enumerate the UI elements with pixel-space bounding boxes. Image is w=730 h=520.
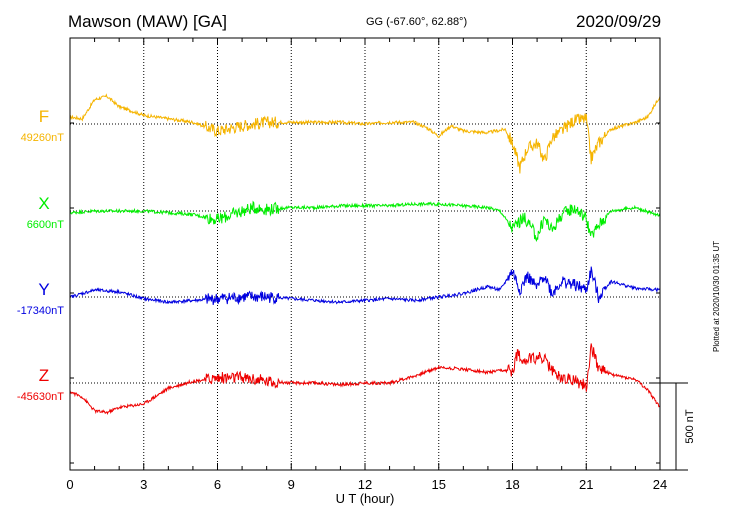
series-baseline-x: 6600nT (27, 219, 65, 231)
geographic-coords: GG (-67.60°, 62.88°) (366, 16, 468, 28)
series-baseline-y: -17340nT (17, 305, 64, 317)
series-labels: F 49260nT X 6600nT Y -17340nT Z -45630nT (17, 107, 64, 403)
series-baseline-z: -45630nT (17, 391, 64, 403)
station-title: Mawson (MAW) [GA] (68, 12, 227, 31)
x-tick-label: 3 (140, 477, 147, 492)
series-baseline-f: 49260nT (21, 132, 65, 144)
series-name-x: X (38, 194, 49, 213)
x-tick-label: 24 (653, 477, 667, 492)
x-tick-label: 12 (358, 477, 372, 492)
plot-date: 2020/09/29 (576, 12, 662, 31)
series-line-f (70, 93, 661, 174)
series-name-y: Y (38, 280, 49, 299)
scale-bar-label: 500 nT (684, 409, 696, 444)
x-tick-label: 18 (505, 477, 519, 492)
series-line-x (69, 200, 661, 242)
series-name-z: Z (39, 366, 49, 385)
x-tick-label: 15 (432, 477, 446, 492)
x-tick-label: 0 (66, 477, 73, 492)
series-line-y (69, 266, 661, 306)
x-tick-label: 21 (579, 477, 593, 492)
x-axis-label: U T (hour) (336, 491, 395, 506)
series-line-z (69, 343, 661, 416)
x-ticks: 0 3 6 9 12 15 18 21 24 (66, 38, 667, 492)
x-tick-label: 9 (288, 477, 295, 492)
plotted-timestamp: Plotted at 2020/10/30 01:35 UT (712, 240, 721, 352)
scale-bar: 500 nT (650, 382, 696, 471)
series-name-f: F (39, 107, 49, 126)
traces (69, 93, 661, 416)
x-tick-label: 6 (214, 477, 221, 492)
grid (70, 38, 660, 470)
